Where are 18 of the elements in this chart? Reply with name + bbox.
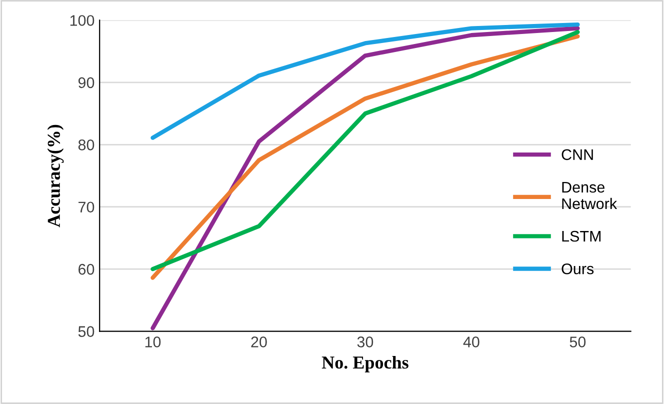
x-tick-label: 30	[357, 336, 374, 348]
y-tick-label: 80	[78, 140, 94, 150]
y-tick-label: 60	[78, 264, 94, 275]
legend-label: LSTM	[562, 230, 601, 242]
y-tick-label: 70	[78, 202, 94, 213]
x-tick-label: 20	[251, 336, 267, 348]
y-tick-label: 100	[70, 15, 94, 26]
line-series	[150, 22, 580, 140]
x-tick-label: 10	[145, 336, 161, 348]
y-tick-label: 90	[78, 77, 94, 88]
y-axis-title: Accuracy(%)	[47, 124, 64, 228]
legend-label: Dense Network	[562, 182, 618, 210]
x-axis-title: No. Epochs	[322, 356, 408, 372]
legend-label: CNN	[562, 149, 593, 160]
legend-label: Ours	[562, 263, 594, 274]
y-tick-label: 50	[78, 326, 94, 337]
x-tick-label: 50	[570, 336, 586, 348]
x-tick-label: 40	[463, 336, 480, 348]
